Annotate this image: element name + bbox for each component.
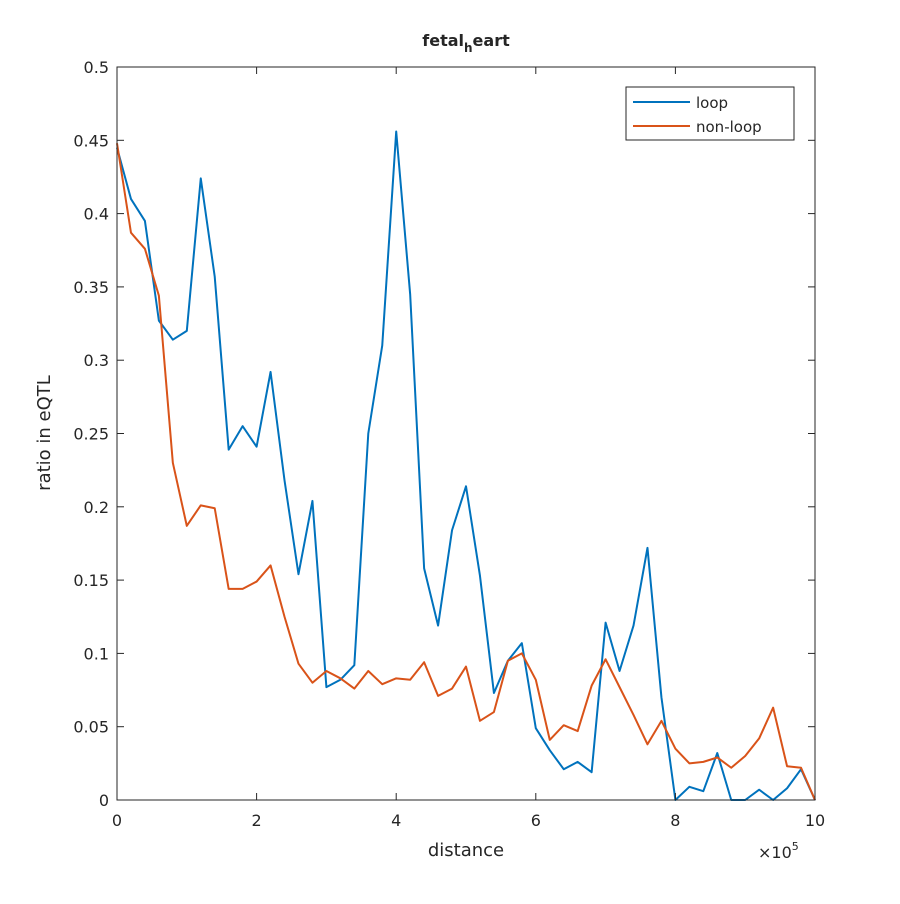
- y-tick-label: 0.4: [84, 205, 109, 224]
- y-tick-label: 0.35: [73, 278, 109, 297]
- x-tick-label: 4: [391, 811, 401, 830]
- y-tick-label: 0.5: [84, 58, 109, 77]
- x-tick-label: 8: [670, 811, 680, 830]
- legend-label-non-loop: non-loop: [696, 118, 762, 136]
- legend-label-loop: loop: [696, 94, 728, 112]
- y-tick-label: 0.45: [73, 131, 109, 150]
- x-axis-multiplier: ×105: [758, 840, 799, 862]
- series-line-loop: [116, 130, 816, 801]
- legend-box: [625, 86, 795, 141]
- plot-area: [117, 67, 815, 800]
- y-tick-label: 0.15: [73, 571, 109, 590]
- chart-title: fetalheart: [422, 31, 510, 55]
- x-tick-label: 0: [112, 811, 122, 830]
- series-line-non-loop: [116, 143, 816, 801]
- x-tick-label: 10: [805, 811, 825, 830]
- y-tick-label: 0.25: [73, 425, 109, 444]
- x-axis-label: distance: [428, 840, 504, 861]
- x-tick-label: 6: [531, 811, 541, 830]
- y-tick-label: 0: [99, 791, 109, 810]
- y-tick-label: 0.2: [84, 498, 109, 517]
- y-tick-label: 0.3: [84, 351, 109, 370]
- y-tick-label: 0.05: [73, 718, 109, 737]
- legend: loop non-loop: [625, 86, 795, 141]
- x-tick-label: 2: [252, 811, 262, 830]
- y-tick-label: 0.1: [84, 644, 109, 663]
- y-axis-label: ratio in eQTL: [34, 375, 55, 491]
